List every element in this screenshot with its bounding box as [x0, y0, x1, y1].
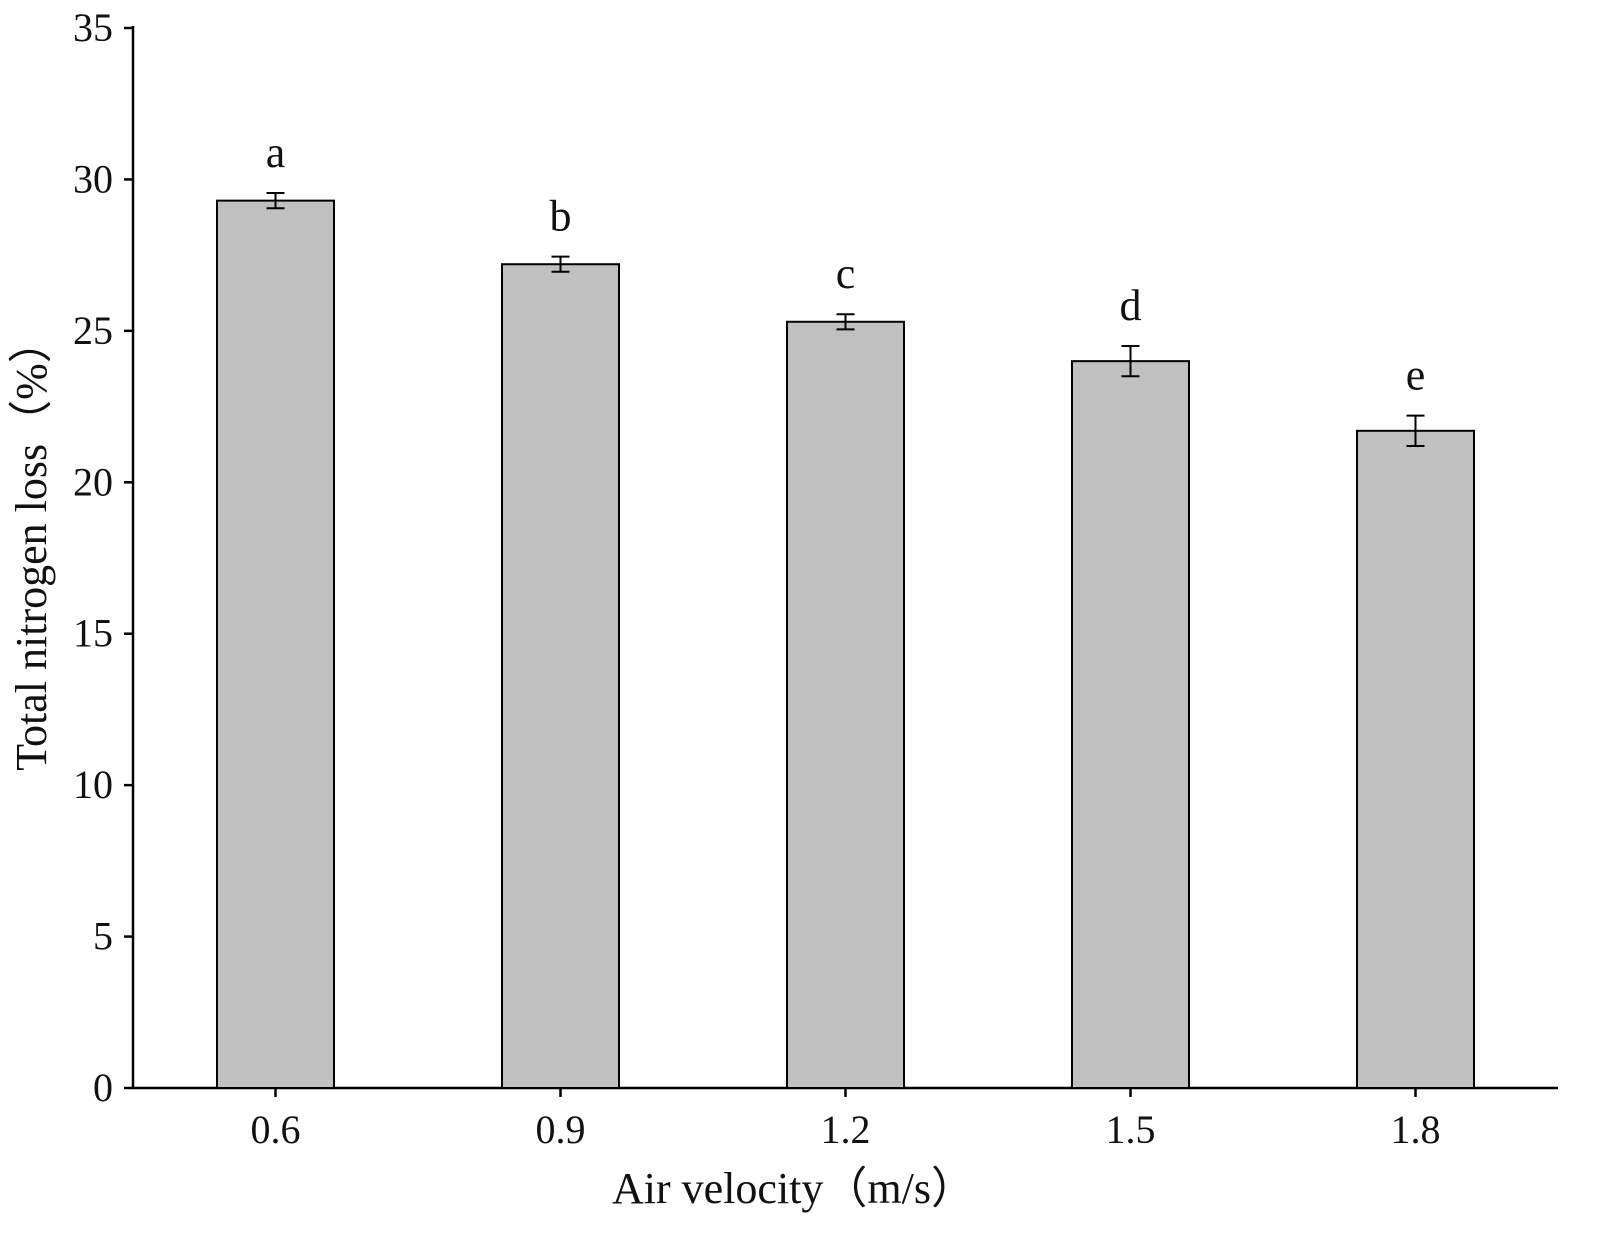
- x-tick-label: 1.8: [1391, 1107, 1441, 1152]
- y-tick-label: 0: [93, 1065, 113, 1110]
- x-tick-label: 0.6: [251, 1107, 301, 1152]
- significance-label: a: [266, 128, 286, 177]
- x-tick-label: 0.9: [536, 1107, 586, 1152]
- significance-label: c: [836, 249, 856, 298]
- bar: [786, 320, 905, 1089]
- y-tick-label: 5: [93, 914, 113, 959]
- y-tick-label: 10: [73, 762, 113, 807]
- y-tick-label: 15: [73, 611, 113, 656]
- bar: [501, 263, 620, 1089]
- y-tick-label: 20: [73, 459, 113, 504]
- y-tick-label: 30: [73, 156, 113, 201]
- y-tick-label: 35: [73, 5, 113, 50]
- x-axis-title: Air velocity（m/s）: [612, 1164, 975, 1213]
- bar: [1071, 360, 1190, 1089]
- x-tick-label: 1.5: [1106, 1107, 1156, 1152]
- bar: [216, 199, 335, 1089]
- significance-label: e: [1406, 351, 1426, 400]
- significance-label: d: [1120, 281, 1142, 330]
- significance-label: b: [550, 192, 572, 241]
- bar: [1356, 429, 1475, 1089]
- y-tick-label: 25: [73, 308, 113, 353]
- x-tick-label: 1.2: [821, 1107, 871, 1152]
- y-axis-title: Total nitrogen loss（%）: [7, 319, 56, 771]
- plot-area: 0 5 10 15 20 25 30 35 0.6 a 0.9 b 1.2 c 1.5 d 1.8 e: [73, 5, 1558, 1152]
